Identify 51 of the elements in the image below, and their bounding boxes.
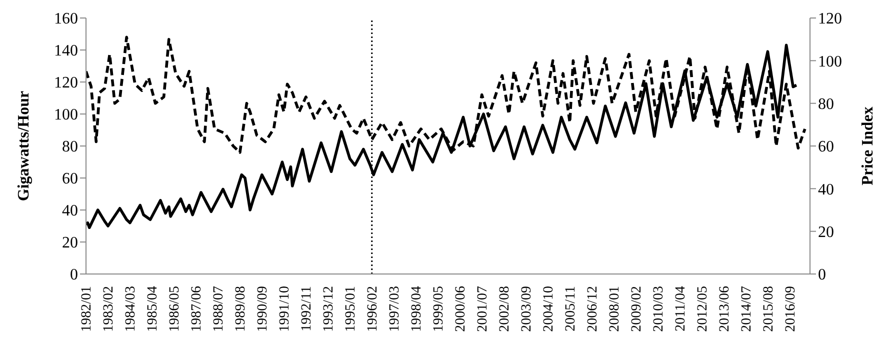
y2-tick-label: 0 (818, 266, 826, 284)
x-tick-label: 2012/05 (695, 286, 710, 332)
x-tick-label: 1984/03 (124, 286, 139, 332)
x-tick-label: 1982/01 (80, 286, 95, 332)
x-tick-label: 2001/07 (476, 286, 491, 332)
x-tick-label: 2000/06 (454, 286, 469, 332)
y2-tick-label: 20 (818, 224, 834, 242)
x-tick-label: 1993/12 (322, 286, 337, 332)
x-tick-label: 2016/09 (783, 286, 798, 332)
x-tick-label: 2015/08 (761, 286, 776, 332)
x-tick-label: 1991/10 (278, 286, 293, 332)
x-tick-label: 1985/04 (146, 286, 161, 332)
y-tick-label: 160 (54, 10, 78, 28)
x-tick-label: 1983/02 (102, 286, 117, 332)
x-tick-label: 1987/06 (190, 286, 205, 332)
x-tick-label: 2005/11 (563, 286, 578, 332)
y-tick-label: 100 (54, 106, 78, 124)
y-tick-label: 0 (70, 266, 78, 284)
y-tick-label: 80 (62, 138, 78, 156)
x-tick-label: 1990/09 (256, 286, 271, 332)
x-tick-label: 1998/04 (410, 286, 425, 332)
y2-tick-label: 40 (818, 181, 834, 198)
x-tick-label: 2003/09 (520, 286, 535, 332)
y-tick-label: 120 (54, 74, 78, 92)
y2-tick-label: 80 (818, 96, 834, 114)
x-tick-label: 1992/11 (300, 286, 315, 332)
x-tick-label: 1999/05 (432, 286, 447, 332)
y2-axis-title: Price Index (860, 106, 877, 186)
y-tick-label: 40 (62, 202, 78, 220)
x-tick-label: 2008/01 (607, 286, 622, 332)
y2-tick-label: 60 (818, 138, 834, 156)
y-tick-label: 140 (54, 42, 78, 60)
y-tick-label: 20 (62, 234, 78, 252)
x-tick-label: 2006/12 (585, 286, 600, 332)
x-tick-label: 1986/05 (168, 286, 183, 332)
x-tick-label: 2004/10 (542, 286, 557, 332)
x-tick-label: 1988/07 (212, 286, 227, 332)
x-tick-label: 2013/06 (717, 286, 732, 332)
x-tick-label: 1989/08 (234, 286, 249, 332)
x-tick-label: 1997/03 (388, 286, 403, 332)
x-tick-label: 2010/03 (651, 286, 666, 332)
y-tick-label: 60 (62, 170, 78, 188)
x-tick-label: 2002/08 (498, 286, 513, 332)
y-axis-title: Gigawatts/Hour (16, 90, 33, 202)
y2-tick-label: 100 (818, 53, 842, 70)
x-tick-label: 2011/04 (673, 286, 688, 332)
x-tick-label: 2009/02 (629, 286, 644, 332)
x-tick-label: 1996/02 (366, 286, 381, 332)
x-tick-label: 2014/07 (739, 286, 754, 332)
y2-tick-label: 120 (818, 10, 842, 28)
x-tick-label: 1995/01 (344, 286, 359, 332)
